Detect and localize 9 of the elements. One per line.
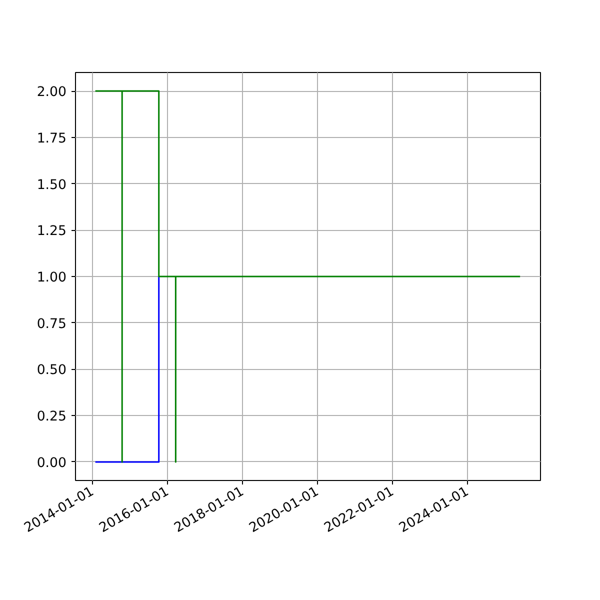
y-tick-label: 0.50 <box>36 363 67 378</box>
y-tick-label: 0.75 <box>36 316 67 332</box>
y-tick-label: 1.75 <box>36 131 67 146</box>
y-tick-label: 1.50 <box>36 178 67 193</box>
y-tick-label: 1.00 <box>36 270 67 286</box>
y-tick-label: 1.25 <box>36 224 67 240</box>
y-tick-label: 0.25 <box>36 410 67 425</box>
y-tick-label: 0.00 <box>36 456 67 471</box>
y-tick-label: 2.00 <box>36 85 67 100</box>
